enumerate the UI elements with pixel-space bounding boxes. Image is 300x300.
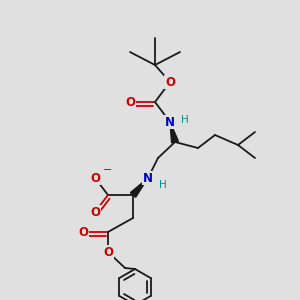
Text: O: O: [90, 206, 100, 218]
Text: −: −: [103, 165, 113, 175]
Polygon shape: [130, 178, 148, 197]
Text: N: N: [143, 172, 153, 184]
Text: H: H: [181, 115, 189, 125]
Text: N: N: [165, 116, 175, 128]
Text: O: O: [78, 226, 88, 238]
Text: O: O: [125, 95, 135, 109]
Polygon shape: [170, 122, 178, 143]
Text: O: O: [165, 76, 175, 88]
Text: O: O: [103, 245, 113, 259]
Text: O: O: [90, 172, 100, 184]
Text: H: H: [159, 180, 167, 190]
